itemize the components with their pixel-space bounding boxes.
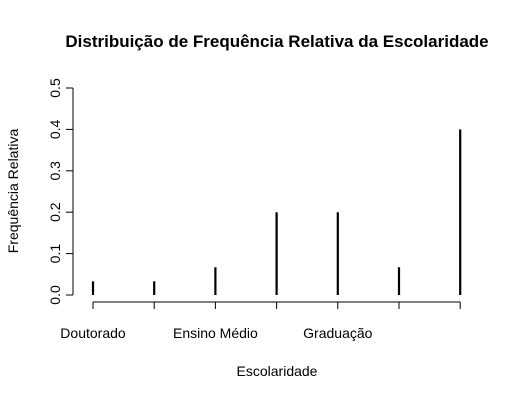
x-tick-label: Doutorado [60, 325, 126, 341]
y-tick-label: 0.4 [47, 119, 63, 139]
y-axis-label: Frequência Relativa [5, 129, 21, 254]
y-tick-label: 0.3 [47, 161, 63, 181]
y-tick-label: 0.0 [47, 285, 63, 305]
y-axis: 0.0 0.1 0.2 0.3 0.4 0.5 [47, 78, 74, 305]
x-tick-label: Graduação [303, 325, 372, 341]
y-tick-label: 0.5 [47, 78, 63, 98]
bars [91, 129, 462, 295]
x-axis-label: Escolaridade [237, 363, 318, 379]
y-tick-label: 0.1 [47, 244, 63, 264]
chart-title: Distribuição de Frequência Relativa da E… [65, 32, 488, 51]
y-tick-label: 0.2 [47, 202, 63, 222]
x-tick-label: Ensino Médio [173, 325, 258, 341]
x-axis: Doutorado Ensino Médio Graduação [60, 301, 461, 341]
